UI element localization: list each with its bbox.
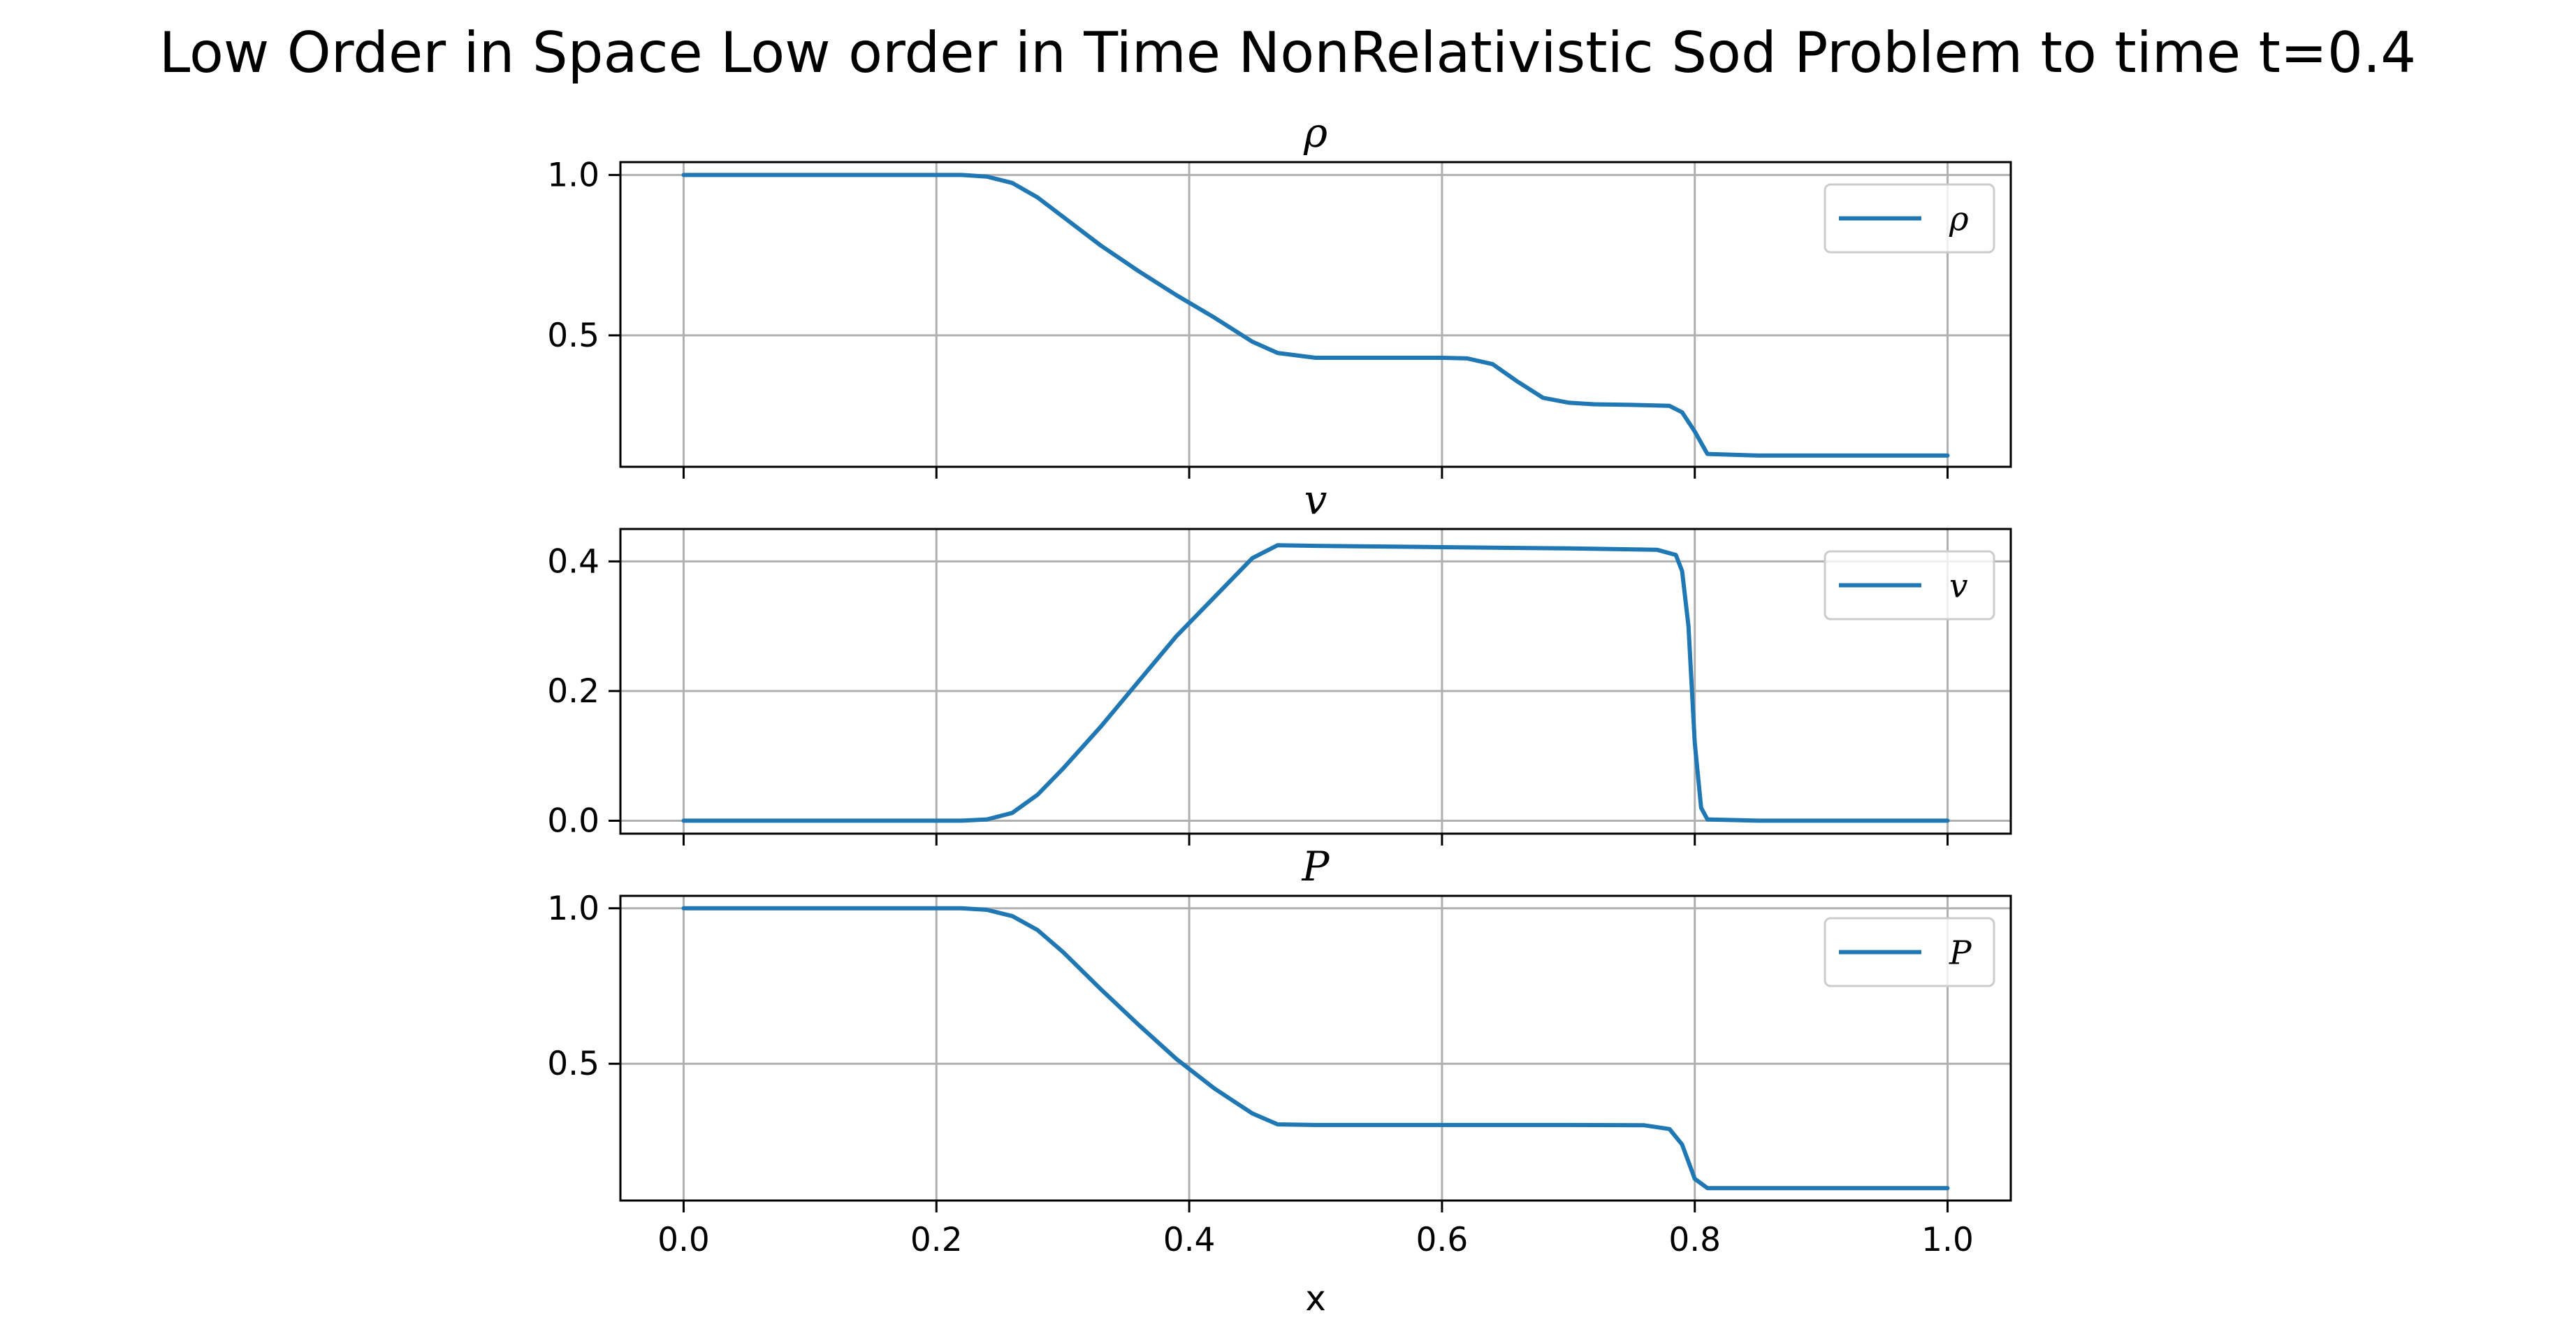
subplot-1: 0.5 1.0 ρ ρ <box>547 109 2012 479</box>
y-tick-label-1: 1.0 <box>547 156 599 194</box>
y-tick-label-0: 0.5 <box>547 1045 599 1083</box>
series-line <box>681 906 1950 1191</box>
y-tick-label-0: 0.0 <box>547 802 599 840</box>
x-tick-label-1: 0.2 <box>910 1221 963 1259</box>
y-tick-label-1: 1.0 <box>547 890 599 928</box>
axes-frame <box>619 894 2012 1202</box>
x-tick-label-2: 0.4 <box>1163 1221 1216 1259</box>
x-tick-label-3: 0.6 <box>1416 1221 1469 1259</box>
figure-title: Low Order in Space Low order in Time Non… <box>159 20 2416 85</box>
legend-label: v <box>1949 567 1968 606</box>
x-tick-label-0: 0.0 <box>657 1221 710 1259</box>
y-tick-label-1: 0.2 <box>547 672 599 711</box>
legend: v <box>1824 550 1995 621</box>
subplot-title: v <box>1304 476 1327 523</box>
legend-label: P <box>1949 934 1972 973</box>
axes-frame <box>619 161 2012 468</box>
series-line <box>681 543 1950 823</box>
y-tick-label-0: 0.5 <box>547 317 599 355</box>
y-tick-label-2: 0.4 <box>547 542 599 581</box>
subplot-title: ρ <box>1303 109 1327 157</box>
x-tick-label-5: 1.0 <box>1921 1221 1974 1259</box>
series-line <box>681 173 1950 458</box>
subplot-title: P <box>1301 843 1330 890</box>
legend: ρ <box>1824 183 1995 254</box>
subplot-2: 0.0 0.2 0.4 v v <box>547 476 2012 846</box>
legend: P <box>1824 917 1995 987</box>
subplot-3: 0.0 0.2 0.4 0.6 0.8 1.0 0.5 1.0 P P <box>547 843 2012 1259</box>
axes-frame <box>619 528 2012 835</box>
legend-label: ρ <box>1949 201 1969 239</box>
x-axis-label: x <box>1305 1278 1326 1319</box>
x-tick-label-4: 0.8 <box>1668 1221 1721 1259</box>
